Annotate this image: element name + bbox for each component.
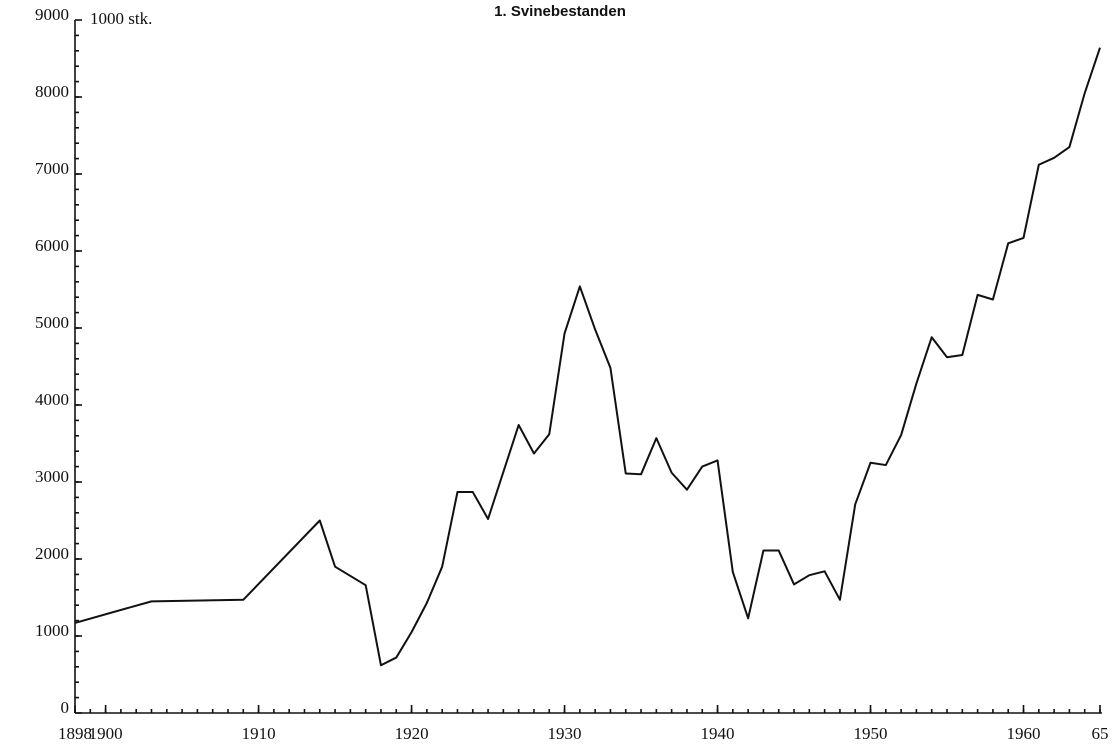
y-tick-label: 6000 — [35, 236, 69, 255]
x-tick-label: 1910 — [242, 724, 276, 743]
y-tick-label: 2000 — [35, 544, 69, 563]
data-line — [74, 47, 1101, 667]
x-tick-label: 1960 — [1007, 724, 1041, 743]
y-tick-label: 4000 — [35, 390, 69, 409]
y-tick-label: 0 — [61, 698, 70, 717]
y-tick-label: 1000 — [35, 621, 69, 640]
x-tick-label: 1940 — [701, 724, 735, 743]
chart-title: 1. Svinebestanden — [494, 3, 626, 20]
x-tick-label: 1920 — [395, 724, 429, 743]
y-tick-label: 5000 — [35, 313, 69, 332]
x-tick-label: 1950 — [854, 724, 888, 743]
x-tick-label: 1898 — [58, 724, 92, 743]
x-tick-label: 1930 — [548, 724, 582, 743]
y-axis-label: 1000 stk. — [90, 9, 152, 28]
y-tick-label: 3000 — [35, 467, 69, 486]
x-tick-label: 1900 — [89, 724, 123, 743]
y-tick-label: 7000 — [35, 159, 69, 178]
x-tick-label: 65 — [1092, 724, 1109, 743]
y-tick-label: 9000 — [35, 5, 69, 24]
y-tick-label: 8000 — [35, 82, 69, 101]
